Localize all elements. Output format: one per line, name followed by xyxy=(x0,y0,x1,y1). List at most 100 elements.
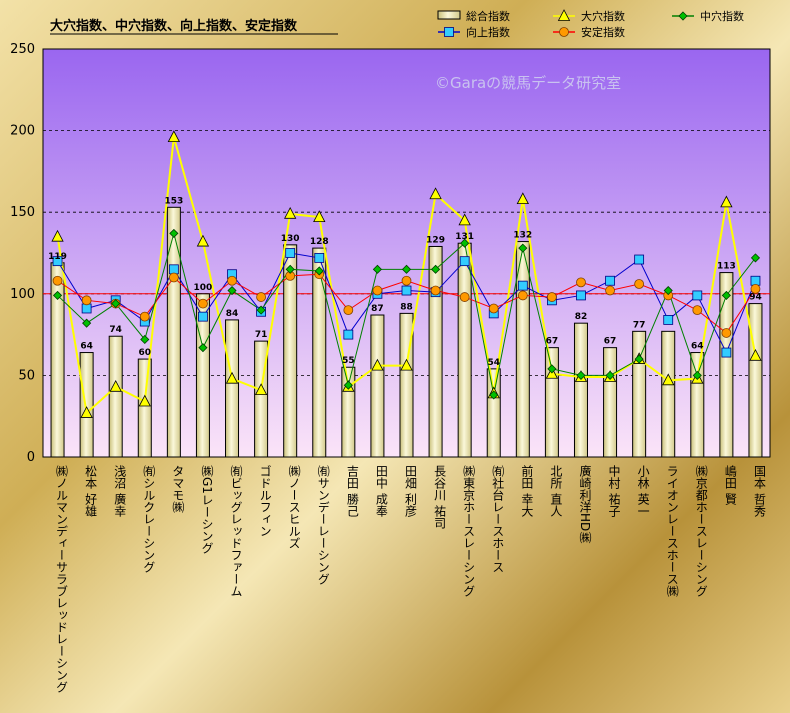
point-big-upset xyxy=(313,210,326,222)
point-improvement xyxy=(285,248,296,258)
bar-data-label: 67 xyxy=(546,337,559,347)
x-category-label: ㈱ノルマンディーサラブレッドレーシング xyxy=(55,465,69,693)
point-stability xyxy=(139,311,150,322)
point-improvement xyxy=(168,264,179,275)
x-category-label: ㈱ノースヒルズ xyxy=(287,465,301,549)
point-mid-upset xyxy=(431,264,441,274)
point-mid-upset xyxy=(750,253,761,263)
legend-marker xyxy=(444,27,454,37)
point-stability xyxy=(576,277,586,288)
point-mid-upset xyxy=(140,334,150,345)
point-big-upset xyxy=(720,195,733,208)
point-stability xyxy=(692,305,703,316)
x-category-label: ㈲サンデーレーシング xyxy=(316,465,330,585)
x-category-label: 長谷川 祐司 xyxy=(433,465,447,529)
point-mid-upset xyxy=(343,380,353,390)
point-stability xyxy=(52,275,63,286)
bar-total-index xyxy=(137,358,152,458)
point-stability xyxy=(459,292,470,302)
y-tick-label: 0 xyxy=(27,450,35,465)
point-stability xyxy=(750,284,761,294)
x-category-label: ㈱東京ホースレーシング xyxy=(462,465,476,597)
point-improvement xyxy=(314,252,325,263)
point-improvement xyxy=(81,303,92,314)
point-stability xyxy=(372,285,383,296)
point-stability xyxy=(430,285,441,296)
point-improvement xyxy=(605,275,615,286)
point-mid-upset xyxy=(663,285,673,296)
bar-data-label: 87 xyxy=(371,304,384,314)
point-stability xyxy=(401,275,412,286)
y-tick-label: 200 xyxy=(10,124,35,139)
bar-data-label: 132 xyxy=(513,231,532,241)
point-improvement xyxy=(750,275,761,286)
x-category-label: ㈲社台レースホース xyxy=(491,465,505,573)
x-category-label: 田畑 利彦 xyxy=(404,465,418,517)
x-category-label: 浅沼 廣幸 xyxy=(113,465,127,517)
bar-total-index xyxy=(544,347,559,458)
x-category-label: ライオンレースホース㈱ xyxy=(665,465,679,597)
point-big-upset xyxy=(662,373,675,386)
point-mid-upset xyxy=(198,343,208,353)
point-stability xyxy=(634,279,645,289)
point-mid-upset xyxy=(227,285,237,296)
bar-total-index xyxy=(486,368,501,458)
bar-total-index xyxy=(515,241,530,458)
bar-total-index xyxy=(573,322,588,458)
point-stability xyxy=(517,290,528,301)
x-category-label: 国本 哲秀 xyxy=(752,465,766,517)
point-improvement xyxy=(401,285,412,296)
point-improvement xyxy=(52,256,63,267)
x-category-label: 松本 好雄 xyxy=(84,465,98,517)
point-mid-upset xyxy=(111,299,121,309)
point-big-upset xyxy=(80,406,93,418)
point-mid-upset xyxy=(547,364,557,374)
bar-total-index xyxy=(632,330,647,458)
point-big-upset xyxy=(400,358,413,371)
point-mid-upset xyxy=(605,370,615,380)
bar-total-index xyxy=(108,335,123,458)
legend-label: 安定指数 xyxy=(581,25,625,39)
point-mid-upset xyxy=(576,370,586,380)
bar-total-index xyxy=(283,244,298,458)
x-category-label: タマモ㈱ xyxy=(171,465,185,513)
bar-total-index xyxy=(719,272,734,458)
legend-label: 中穴指数 xyxy=(700,9,744,23)
bar-data-label: 64 xyxy=(80,342,93,352)
bar-data-label: 64 xyxy=(691,342,704,352)
point-improvement xyxy=(663,315,674,325)
point-big-upset xyxy=(371,358,384,371)
bar-data-label: 129 xyxy=(426,235,445,245)
x-category-label: 中村 祐子 xyxy=(607,464,621,517)
line-series xyxy=(51,130,762,418)
point-improvement xyxy=(721,347,732,358)
bar-total-index xyxy=(166,206,181,458)
x-category-label: ㈱京都ホースレーシング xyxy=(694,465,708,597)
legend-marker xyxy=(557,9,571,21)
x-category-label: ㈱G1レーシング xyxy=(200,465,214,554)
x-category-label: 田中 成奉 xyxy=(374,465,388,517)
x-category-label: 嶋田 賢 xyxy=(723,465,737,506)
bar-data-label: 128 xyxy=(310,237,329,247)
bar-data-label: 54 xyxy=(487,358,500,368)
chart-title: 大穴指数、中穴指数、向上指数、安定指数 xyxy=(50,18,298,34)
watermark-text: ©Garaの競馬データ研究室 xyxy=(435,74,621,92)
point-mid-upset xyxy=(460,238,470,248)
bar-data-label: 119 xyxy=(48,252,67,262)
legend-label: 総合指数 xyxy=(466,9,510,23)
x-category-label: ゴドルフィン xyxy=(258,464,272,537)
bar-data-label: 100 xyxy=(194,283,213,293)
bar-data-label: 153 xyxy=(164,196,183,206)
point-stability xyxy=(488,303,499,314)
point-stability xyxy=(605,285,615,296)
y-tick-label: 250 xyxy=(10,42,35,57)
bar-total-index xyxy=(661,330,676,458)
point-improvement xyxy=(198,311,208,322)
point-big-upset xyxy=(109,379,122,392)
y-tick-label: 50 xyxy=(18,368,35,383)
point-stability xyxy=(547,292,557,302)
point-improvement xyxy=(576,290,586,301)
bar-total-index xyxy=(370,314,385,458)
point-big-upset xyxy=(196,234,210,247)
